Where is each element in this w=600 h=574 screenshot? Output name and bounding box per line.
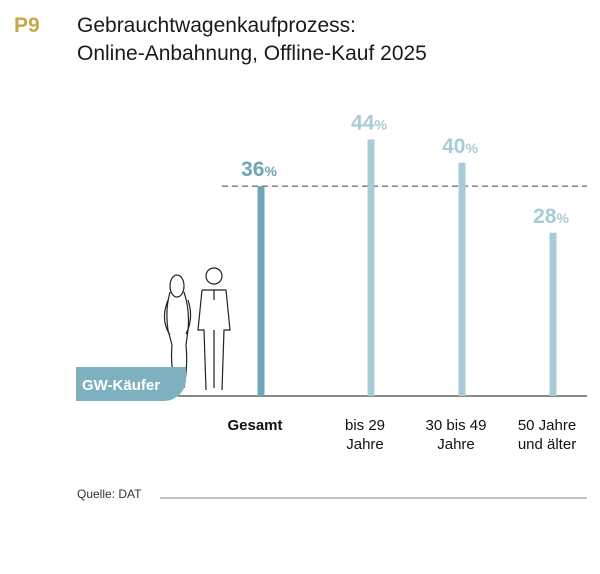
chart-tag: P9 — [14, 14, 40, 37]
value-label-1: 44% — [351, 111, 387, 134]
chart-title: Gebrauchtwagenkaufprozess: Online-Anbahn… — [77, 12, 427, 68]
bar-0 — [257, 186, 265, 396]
category-label-2-0: 30 bis 49 — [426, 417, 487, 434]
category-label-3-0: 50 Jahre — [518, 417, 576, 434]
bar-2 — [458, 162, 466, 396]
value-label-0: 36% — [241, 158, 277, 181]
people-illustration-icon — [163, 267, 231, 391]
category-label-0-0: Gesamt — [227, 417, 282, 434]
gw-kaeufer-label: GW-Käufer — [76, 367, 186, 401]
source-note: Quelle: DAT — [77, 487, 142, 501]
bar-3 — [549, 232, 557, 396]
category-label-1-1: Jahre — [346, 436, 384, 453]
bar-1 — [367, 139, 375, 397]
category-label-3-1: und älter — [518, 436, 576, 453]
category-label-1-0: bis 29 — [345, 417, 385, 434]
value-label-3: 28% — [533, 205, 569, 228]
title-line-2: Online-Anbahnung, Offline-Kauf 2025 — [77, 42, 427, 65]
value-label-2: 40% — [442, 135, 478, 158]
category-label-2-1: Jahre — [437, 436, 475, 453]
title-line-1: Gebrauchtwagenkaufprozess: — [77, 14, 356, 37]
